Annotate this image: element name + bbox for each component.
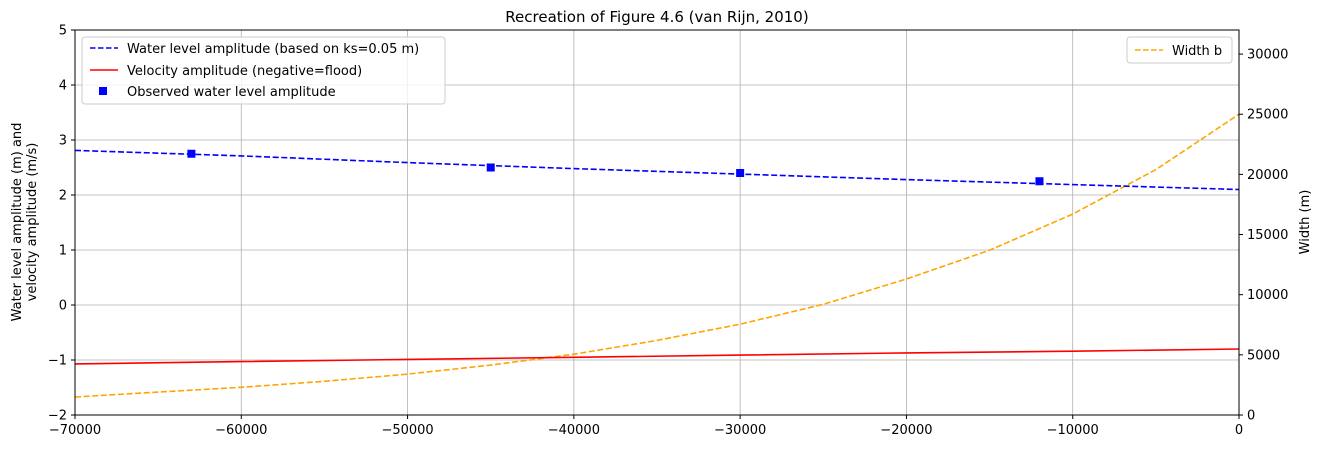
y-axis-left-label: Water level amplitude (m) and velocity a… bbox=[10, 123, 40, 322]
y-axis-left: −2 −1 0 1 2 3 4 5 bbox=[48, 24, 75, 424]
x-tick-label-6: −10000 bbox=[1047, 423, 1099, 438]
series-layer bbox=[74, 113, 1240, 398]
y-right-tick-label-3: 15000 bbox=[1247, 228, 1288, 243]
y-right-tick-label-1: 5000 bbox=[1247, 348, 1280, 363]
y-axis-right-label: Width (m) bbox=[1298, 190, 1313, 255]
y-right-tick-label-0: 0 bbox=[1247, 409, 1255, 424]
y-left-tick-label-1: −1 bbox=[48, 354, 67, 369]
plot-frame bbox=[74, 29, 1240, 416]
legend-label-velocity: Velocity amplitude (negative=flood) bbox=[127, 64, 362, 79]
y-left-tick-label-5: 3 bbox=[59, 134, 67, 149]
legend-swatch-observed bbox=[99, 87, 107, 95]
y-right-tick-label-6: 30000 bbox=[1247, 48, 1288, 63]
y-left-tick-label-3: 1 bbox=[59, 244, 67, 259]
legend-label-width: Width b bbox=[1172, 44, 1222, 59]
y-right-tick-label-5: 25000 bbox=[1247, 108, 1288, 123]
series-water-level-line bbox=[74, 149, 1240, 191]
y-left-tick-label-2: 0 bbox=[59, 299, 67, 314]
series-velocity-line bbox=[74, 348, 1240, 365]
legend-right-box bbox=[1126, 36, 1233, 64]
chart-title: Recreation of Figure 4.6 (van Rijn, 2010… bbox=[505, 8, 808, 26]
y-right-tick-label-2: 10000 bbox=[1247, 288, 1288, 303]
x-tick-label-3: −40000 bbox=[548, 423, 600, 438]
x-tick-label-7: 0 bbox=[1235, 423, 1243, 438]
y-axis-left-label-line-1: Water level amplitude (m) and bbox=[10, 123, 25, 322]
observed-point-3 bbox=[1035, 177, 1044, 186]
legend-label-observed: Observed water level amplitude bbox=[127, 85, 336, 100]
series-width-line bbox=[74, 113, 1240, 398]
observed-point-1 bbox=[486, 163, 495, 172]
y-left-tick-label-7: 5 bbox=[59, 24, 67, 39]
y-axis-right: 0 5000 10000 15000 20000 25000 30000 bbox=[1239, 48, 1288, 424]
x-tick-label-2: −50000 bbox=[381, 423, 433, 438]
y-axis-left-label-line-2: velocity amplitude (m/s) bbox=[25, 143, 40, 302]
y-left-tick-label-0: −2 bbox=[48, 409, 67, 424]
legend-right: Width b bbox=[1126, 36, 1233, 64]
x-tick-label-5: −20000 bbox=[880, 423, 932, 438]
legend-left-box bbox=[81, 36, 446, 105]
y-left-tick-label-6: 4 bbox=[59, 79, 67, 94]
observed-point-2 bbox=[736, 169, 745, 177]
observed-point-0 bbox=[187, 149, 196, 158]
legend-left: Water level amplitude (based on ks=0.05 … bbox=[81, 36, 446, 105]
y-right-tick-label-4: 20000 bbox=[1247, 168, 1288, 183]
legend-label-water-level: Water level amplitude (based on ks=0.05 … bbox=[127, 42, 419, 57]
x-tick-label-0: −70000 bbox=[49, 423, 101, 438]
x-tick-label-1: −60000 bbox=[215, 423, 267, 438]
x-tick-label-4: −30000 bbox=[714, 423, 766, 438]
y-left-tick-label-4: 2 bbox=[59, 189, 67, 204]
x-axis: −70000 −60000 −50000 −40000 −30000 −20000 −100… bbox=[49, 415, 1243, 438]
series-observed bbox=[187, 149, 1044, 186]
